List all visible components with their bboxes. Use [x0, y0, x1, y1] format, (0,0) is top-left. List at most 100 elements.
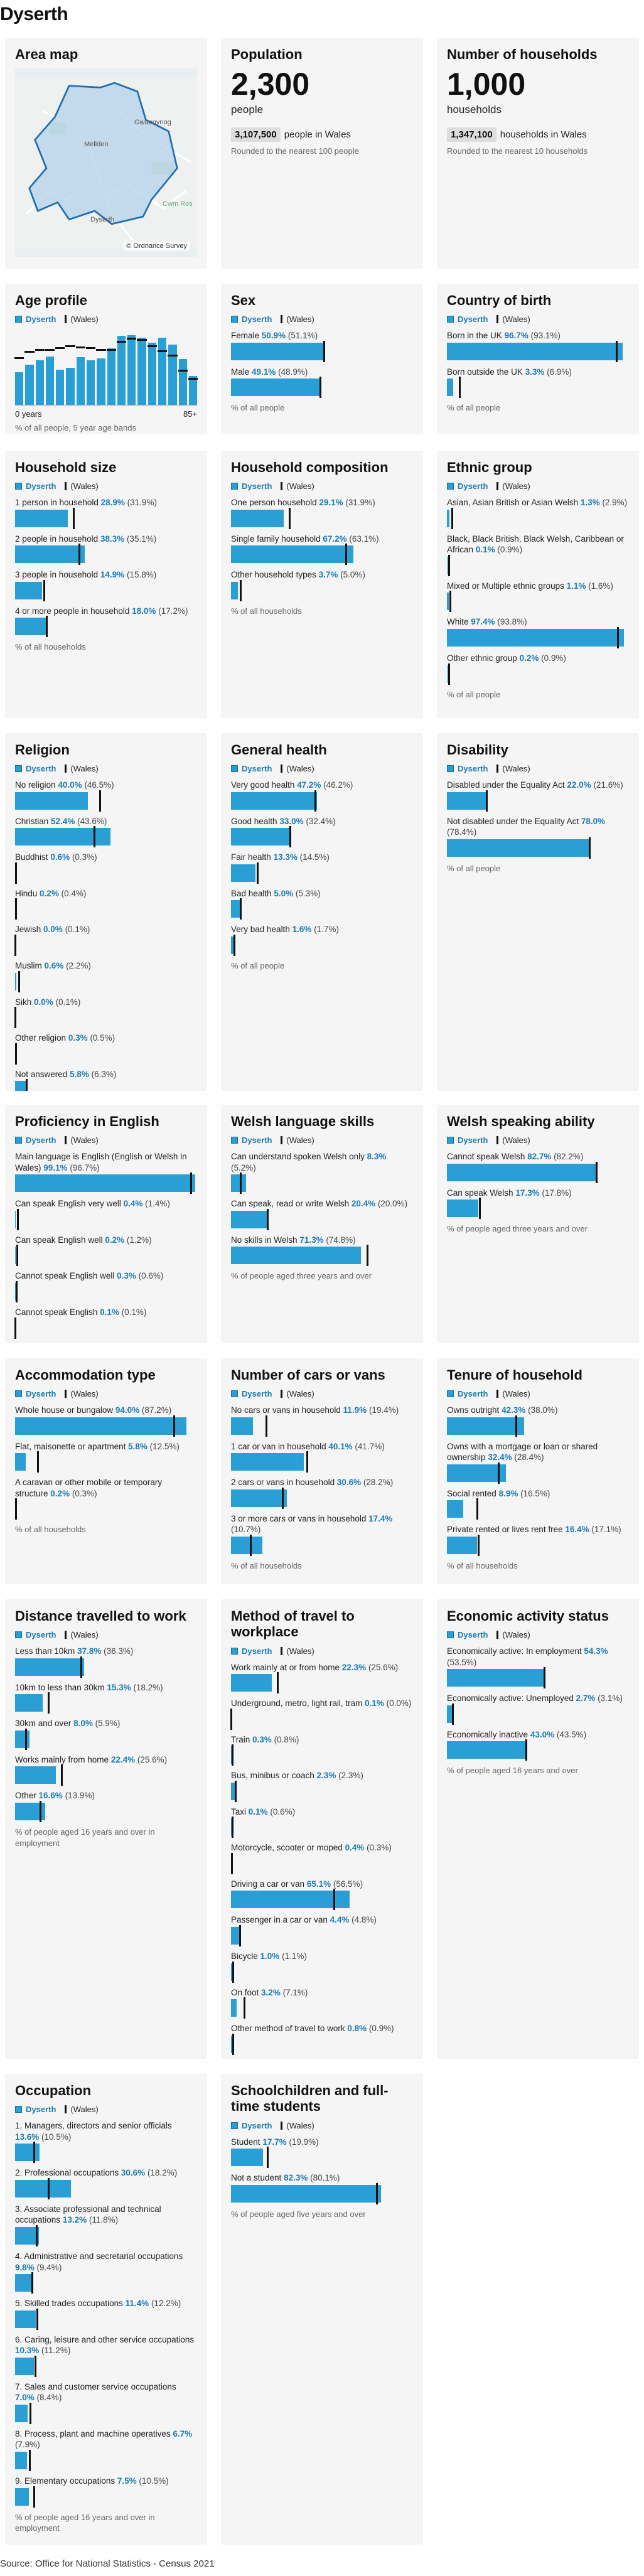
bar-track: [231, 2033, 413, 2055]
bar-row: On foot 3.2% (7.1%): [231, 1987, 413, 2019]
legend-wales: (Wales): [70, 764, 99, 774]
area-bar: [231, 2184, 381, 2203]
legend: Dyserth (Wales): [447, 1630, 629, 1640]
wales-value: (74.8%): [326, 1235, 356, 1245]
age-wales-marker: [85, 347, 96, 350]
wales-marker: [257, 862, 259, 884]
area-bar: [231, 1674, 272, 1692]
bar-row: Disabled under the Equality Act 22.0% (2…: [447, 780, 629, 812]
area-swatch: [15, 765, 22, 773]
legend: Dyserth (Wales): [231, 2121, 413, 2130]
english-card: Proficiency in English Dyserth (Wales) Ma…: [5, 1105, 207, 1343]
area-value: 11.4%: [125, 2299, 149, 2309]
legend-wales: (Wales): [70, 1135, 99, 1146]
area-swatch: [15, 1390, 22, 1398]
area-bar: [447, 665, 448, 683]
bar-label-text: Bicycle: [231, 1951, 258, 1961]
bar-row: 3 or more cars or vans in household 17.4…: [231, 1513, 413, 1557]
area-bar: [447, 792, 487, 810]
area-value: 49.1%: [252, 367, 276, 377]
wales-marker: [617, 627, 620, 649]
area-value: 17.7%: [262, 2137, 287, 2147]
wales-marker: [72, 507, 75, 529]
area-value: 0.2%: [105, 1235, 125, 1245]
bar-label-text: Can speak Welsh: [447, 1188, 513, 1198]
legend: Dyserth (Wales): [447, 1389, 629, 1398]
ethnic-card: Ethnic group Dyserth (Wales) Asian, Asian…: [437, 451, 639, 718]
bar-row: Underground, metro, light rail, tram 0.1…: [230, 1698, 413, 1730]
bar-label: Can understand spoken Welsh only 8.3% (5…: [231, 1151, 413, 1173]
wales-value: (16.5%): [520, 1488, 550, 1498]
wales-marker: [80, 1656, 83, 1678]
area-bar: [15, 2357, 34, 2375]
bar-label-text: Buddhist: [15, 852, 48, 862]
bar-track: [231, 1535, 413, 1557]
area-value: 0.3%: [252, 1734, 272, 1744]
bar-track: [15, 790, 197, 812]
legend: Dyserth (Wales): [15, 481, 197, 491]
bar-row: Other religion 0.3% (0.5%): [15, 1033, 197, 1065]
bar-label: Can speak English very well 0.4% (1.4%): [15, 1198, 197, 1210]
wales-marker: [498, 1462, 500, 1484]
bar-label-text: Can understand spoken Welsh only: [231, 1152, 365, 1162]
bar-label: Other ethnic group 0.2% (0.9%): [447, 653, 629, 664]
age-wales-marker: [75, 346, 85, 348]
bar-row: Good health 33.0% (32.4%): [231, 816, 413, 848]
bar-label: Very good health 47.2% (46.2%): [231, 780, 413, 791]
bar-label-text: 2 cars or vans in household: [231, 1478, 335, 1488]
bar-label: 1 person in household 28.9% (31.9%): [15, 497, 197, 508]
bar-label: 2 cars or vans in household 30.6% (28.2%…: [231, 1477, 413, 1488]
wales-value: (0.8%): [274, 1734, 299, 1744]
bar-label: Other religion 0.3% (0.5%): [15, 1033, 197, 1044]
bar-label: Works mainly from home 22.4% (25.6%): [15, 1754, 197, 1766]
wales-marker: [14, 862, 17, 884]
area-value: 40.1%: [328, 1441, 353, 1451]
students-note: % of people aged five years and over: [231, 2209, 366, 2219]
bar-row: Bicycle 1.0% (1.1%): [231, 1951, 413, 1983]
bar-track: [231, 826, 413, 848]
bar-row: 3. Associate professional and technical …: [15, 2204, 197, 2247]
area-bar: [447, 1537, 477, 1555]
map-place-label: Gwaenynog: [134, 119, 171, 127]
bar-track: [15, 970, 197, 992]
wales-value: (31.9%): [127, 498, 157, 508]
wales-value: (93.8%): [497, 617, 527, 627]
bar-label-text: 2. Professional occupations: [15, 2168, 119, 2178]
bar-track: [231, 1487, 413, 1509]
legend-wales: (Wales): [502, 314, 530, 325]
legend: Dyserth (Wales): [231, 481, 413, 491]
bar-label: Good health 33.0% (32.4%): [231, 816, 413, 827]
households-unit: households: [447, 104, 502, 116]
bar-label: Jewish 0.0% (0.1%): [15, 924, 197, 935]
area-bar: [15, 545, 85, 564]
bar-label-text: 3 people in household: [15, 570, 99, 580]
legend-area: Dyserth: [242, 1135, 272, 1146]
wales-marker: [239, 579, 242, 601]
area-map[interactable]: Gwaenynog Meliden Dyserth Cwm Ros © Ordn…: [15, 68, 197, 257]
bar-label-text: No cars or vans in household: [231, 1405, 341, 1415]
area-bar: [15, 2451, 28, 2469]
wales-value: (10.7%): [231, 1525, 261, 1535]
area-bar: [231, 900, 240, 918]
bar-label: 8. Process, plant and machine operatives…: [15, 2428, 197, 2450]
bar-track: [231, 1780, 413, 1802]
bar-label-text: Jewish: [15, 925, 41, 935]
bar-row: Born in the UK 96.7% (93.1%): [447, 330, 629, 362]
wales-value: (36.3%): [104, 1646, 134, 1656]
area-bar: [15, 1283, 16, 1301]
hhsize-note: % of all households: [15, 642, 86, 652]
legend: Dyserth (Wales): [231, 314, 413, 324]
area-value: 22.3%: [341, 1662, 367, 1672]
wales-marker: [14, 1007, 17, 1029]
cars-note: % of all households: [231, 1561, 302, 1571]
bar-label-text: Not answered: [15, 1069, 68, 1079]
bar-label-text: Student: [231, 2137, 260, 2147]
area-bar: [231, 1782, 235, 1800]
occ-card: Occupation Dyserth (Wales) 1. Managers, d…: [5, 2074, 207, 2545]
area-bar: [447, 839, 589, 857]
age-bar: [137, 338, 147, 405]
legend-wales: (Wales): [70, 481, 99, 491]
bar-row: Other ethnic group 0.2% (0.9%): [447, 653, 629, 685]
wales-marker: [448, 554, 450, 576]
wales-value: (10.5%): [41, 2132, 72, 2142]
